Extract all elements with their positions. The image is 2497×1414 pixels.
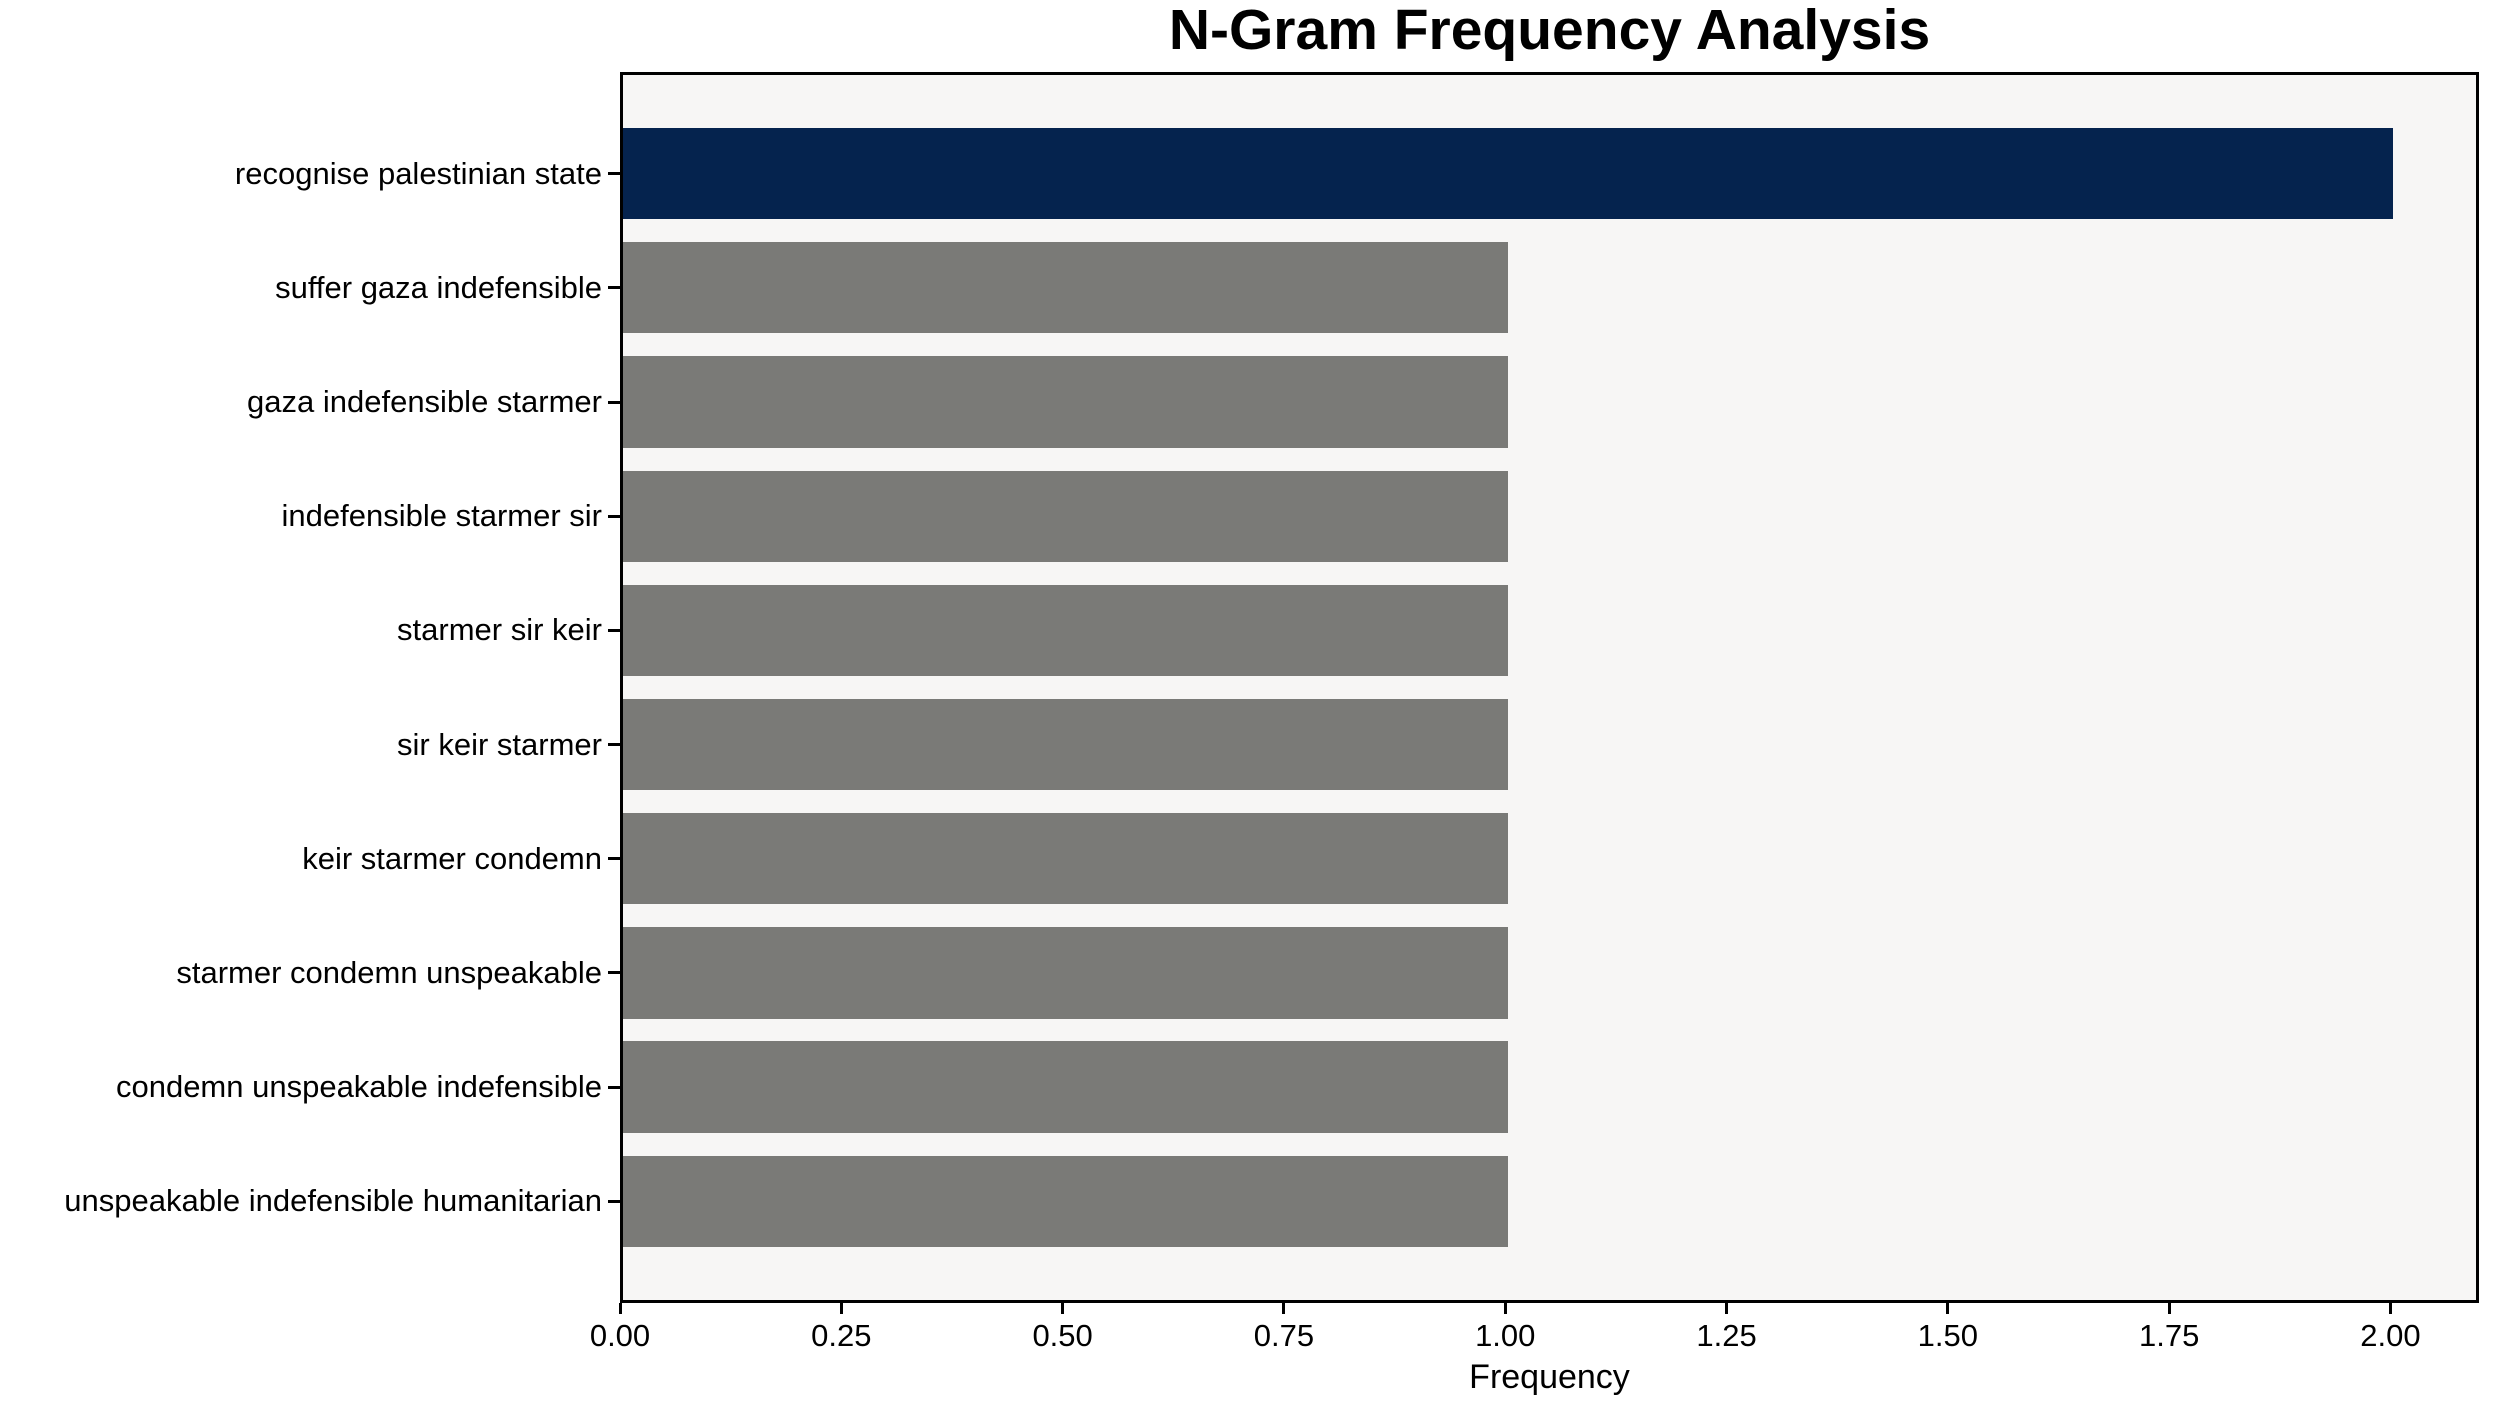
bar — [623, 1041, 1509, 1133]
x-tick — [1503, 1303, 1507, 1314]
y-tick — [608, 172, 620, 176]
y-axis-label: gaza indefensible starmer — [247, 384, 602, 420]
y-axis-label: sir keir starmer — [397, 726, 602, 762]
x-axis-title: Frequency — [1469, 1358, 1630, 1396]
y-axis-label: keir starmer condemn — [302, 840, 602, 876]
x-tick — [839, 1303, 843, 1314]
bar — [623, 356, 1509, 448]
y-tick — [608, 1199, 620, 1203]
x-tick-label: 1.50 — [1917, 1318, 1979, 1353]
y-tick — [608, 971, 620, 975]
bar — [623, 813, 1509, 905]
y-axis-label: indefensible starmer sir — [281, 498, 602, 534]
x-tick — [1061, 1303, 1065, 1314]
x-tick-label: 0.75 — [1253, 1318, 1315, 1353]
y-axis-label: starmer condemn unspeakable — [176, 954, 602, 990]
y-axis-label: starmer sir keir — [397, 612, 602, 648]
y-tick — [608, 857, 620, 861]
x-tick-label: 1.00 — [1475, 1318, 1536, 1353]
bar — [623, 927, 1509, 1019]
y-tick — [608, 400, 620, 404]
bar — [623, 470, 1509, 562]
x-tick-label: 1.75 — [2138, 1318, 2200, 1353]
y-tick — [608, 286, 620, 290]
x-tick — [2388, 1303, 2392, 1314]
y-axis-label: suffer gaza indefensible — [275, 269, 602, 305]
y-tick — [608, 514, 620, 518]
y-axis-label: unspeakable indefensible humanitarian — [64, 1183, 602, 1219]
y-tick — [608, 743, 620, 747]
x-tick — [1725, 1303, 1729, 1314]
y-tick — [608, 628, 620, 632]
x-tick-label: 2.00 — [2360, 1318, 2421, 1353]
plot-area — [620, 72, 2479, 1303]
x-tick-label: 1.25 — [1696, 1318, 1757, 1353]
bar — [623, 698, 1509, 791]
x-tick — [1282, 1303, 1286, 1314]
bar — [623, 1155, 1509, 1248]
y-axis-label: condemn unspeakable indefensible — [115, 1069, 602, 1105]
x-tick — [2167, 1303, 2171, 1314]
chart-title: N-Gram Frequency Analysis — [1168, 0, 1931, 62]
x-tick — [618, 1303, 622, 1314]
bar — [623, 584, 1509, 677]
x-tick-label: 0.00 — [589, 1318, 651, 1353]
x-tick — [1946, 1303, 1950, 1314]
bar — [623, 127, 2394, 220]
y-axis-label: recognise palestinian state — [234, 155, 602, 191]
x-tick-label: 0.50 — [1032, 1318, 1093, 1353]
x-tick-label: 0.25 — [811, 1318, 872, 1353]
bar — [623, 242, 1509, 334]
y-tick — [608, 1085, 620, 1089]
